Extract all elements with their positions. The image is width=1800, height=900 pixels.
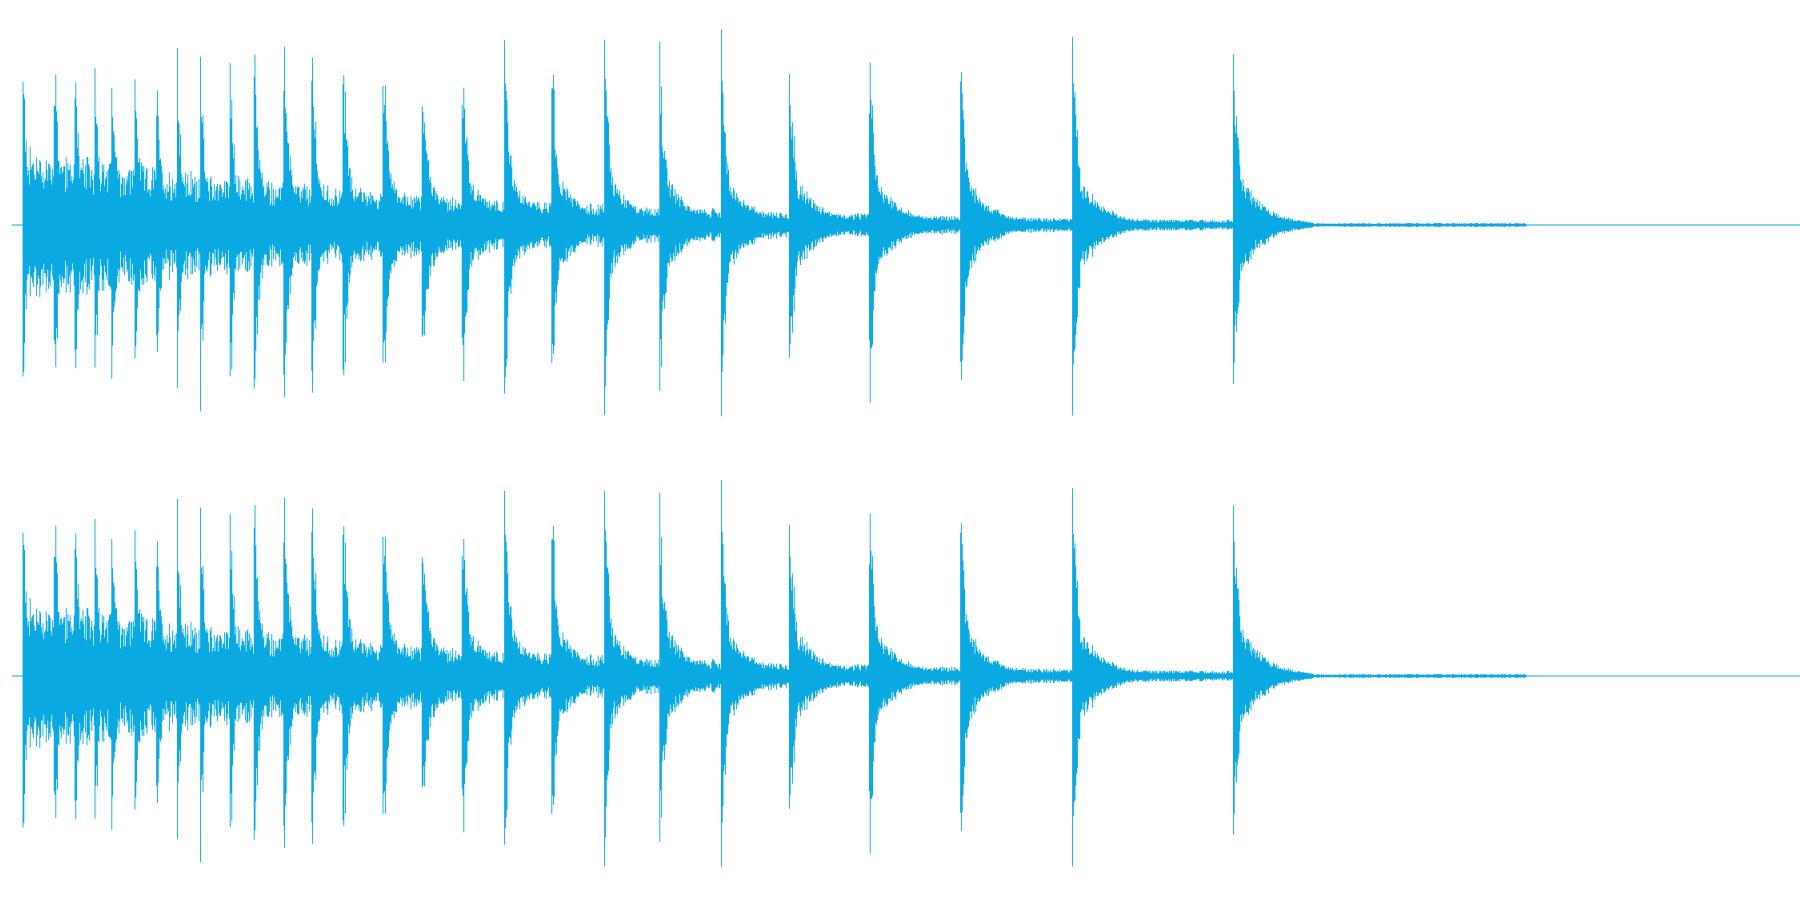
channel-waveform — [22, 480, 1527, 868]
channel-waveform — [22, 29, 1527, 417]
